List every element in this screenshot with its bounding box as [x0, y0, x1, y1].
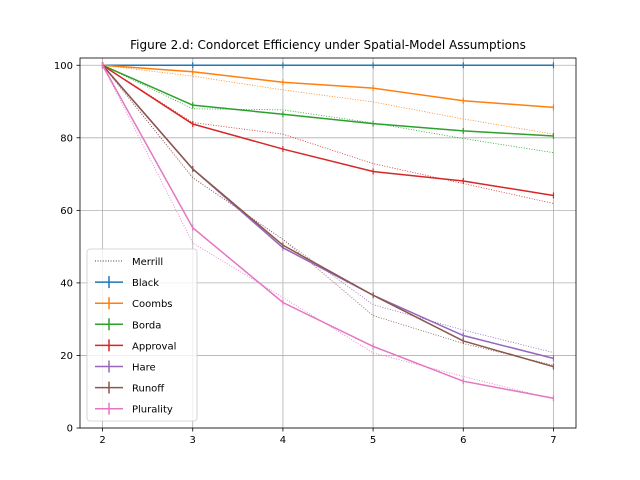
series-line [102, 64, 554, 137]
merrill-reference-line [102, 64, 554, 204]
legend: Merrill Black Coombs Borda Approval Hare Runof… [86, 248, 198, 422]
chart-title: Figure 2.d: Condorcet Efficiency under S… [130, 38, 526, 52]
y-tick-label: 40 [60, 278, 73, 289]
merrill-reference-line [102, 64, 554, 135]
x-tick-label: 6 [460, 435, 466, 446]
series-line [101, 64, 554, 399]
x-axis-ticks: 2 3 4 5 6 7 [99, 428, 557, 446]
y-tick-label: 80 [60, 133, 73, 144]
legend-label: Runoff [132, 384, 165, 395]
legend-label: Coombs [132, 299, 173, 310]
x-tick-label: 7 [550, 435, 556, 446]
y-tick-label: 60 [60, 206, 73, 217]
x-tick-label: 5 [370, 435, 376, 446]
legend-label: Approval [132, 341, 176, 352]
y-tick-label: 100 [54, 61, 73, 72]
series-line [101, 64, 554, 368]
y-tick-label: 20 [60, 351, 73, 362]
plot-frame [79, 57, 577, 429]
data-series [101, 62, 555, 402]
legend-label-merrill: Merrill [132, 257, 163, 268]
legend-label: Black [132, 278, 159, 289]
legend-label: Hare [132, 363, 156, 374]
series-line [102, 64, 554, 109]
merrill-reference-line [102, 64, 554, 154]
legend-label: Plurality [132, 405, 173, 416]
x-tick-label: 3 [190, 435, 196, 446]
legend-box [86, 248, 198, 422]
y-tick-label: 0 [67, 424, 73, 435]
merrill-reference-line [102, 65, 554, 366]
legend-label: Borda [132, 320, 161, 331]
merrill-reference-lines [102, 64, 554, 400]
x-tick-label: 4 [280, 435, 286, 446]
series-line [102, 64, 554, 197]
x-tick-label: 2 [99, 435, 105, 446]
y-axis-ticks: 0 20 40 60 80 100 [54, 61, 80, 435]
